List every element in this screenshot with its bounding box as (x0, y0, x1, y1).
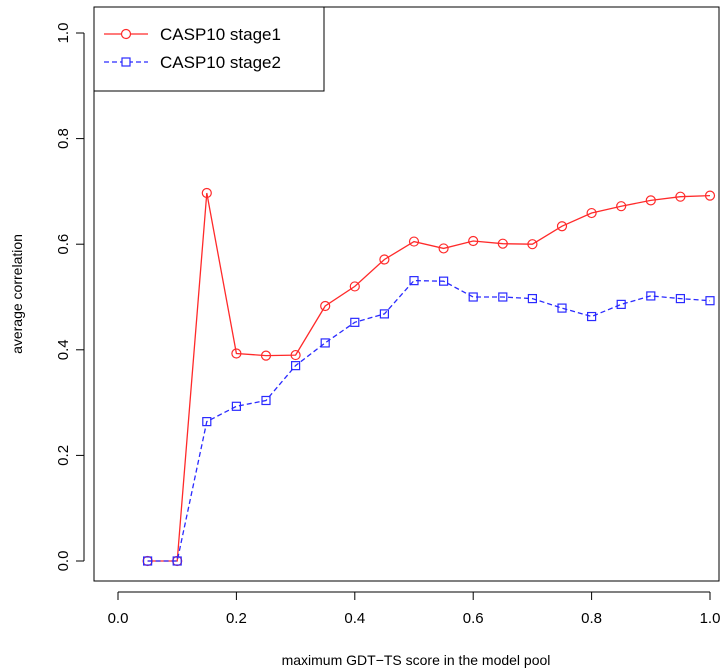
data-point-series-1 (379, 254, 390, 265)
data-point-series-1 (408, 236, 420, 247)
y-tick-label: 0.8 (55, 128, 72, 149)
x-tick-label: 0.6 (463, 610, 484, 627)
data-point-series-1 (586, 207, 597, 219)
data-point-series-1 (704, 190, 716, 201)
y-tick-label: 1.0 (55, 23, 72, 44)
data-point-series-2 (261, 395, 271, 406)
data-point-series-2 (379, 309, 389, 319)
x-tick-label: 0.8 (581, 610, 602, 627)
data-point-series-1 (527, 239, 538, 250)
y-tick-label: 0.6 (55, 234, 72, 255)
data-point-series-1 (231, 348, 242, 359)
x-axis-label: maximum GDT−TS score in the model pool (282, 652, 551, 668)
x-tick-label: 0.2 (226, 610, 247, 627)
y-tick-label: 0.4 (55, 339, 72, 360)
data-point-series-2 (468, 292, 478, 302)
legend-box (93, 6, 325, 92)
data-point-series-1 (645, 195, 656, 206)
data-point-series-1 (260, 350, 272, 361)
x-tick-label: 0.0 (108, 610, 129, 627)
data-point-series-1 (468, 235, 479, 247)
legend-marker-2 (121, 57, 131, 67)
x-tick-label: 1.0 (700, 610, 721, 627)
data-point-series-2 (202, 417, 212, 427)
data-point-series-2 (557, 303, 567, 313)
series-layer (142, 187, 716, 567)
x-tick-label: 0.4 (344, 610, 365, 627)
data-point-series-2 (143, 556, 153, 566)
data-point-series-2 (705, 296, 715, 306)
legend-label-1: CASP10 stage1 (160, 25, 281, 44)
data-point-series-2 (172, 556, 182, 566)
data-point-series-2 (527, 293, 538, 304)
data-point-series-2 (409, 276, 419, 286)
data-point-series-2 (675, 293, 686, 304)
data-point-series-2 (586, 311, 597, 322)
data-point-series-1 (349, 281, 360, 292)
legend: CASP10 stage1 CASP10 stage2 (93, 6, 325, 92)
series-line-1 (147, 192, 711, 562)
data-point-series-1 (438, 243, 449, 254)
data-point-series-2 (231, 401, 241, 411)
data-point-series-1 (675, 191, 686, 202)
legend-label-2: CASP10 stage2 (160, 53, 281, 72)
data-point-series-2 (439, 276, 449, 286)
data-point-series-1 (497, 238, 508, 249)
y-axis-label: average correlation (9, 234, 25, 354)
data-point-series-1 (556, 221, 568, 232)
data-point-series-2 (350, 317, 360, 327)
plot-frame (93, 6, 720, 582)
y-tick-label: 0.2 (55, 445, 72, 466)
series-line-2 (147, 279, 711, 562)
data-point-series-2 (498, 292, 508, 302)
axes: 0.0 0.2 0.4 0.6 0.8 1.0 0.0 0.2 0.4 0.6 0.8 1.0 (55, 23, 720, 627)
data-point-series-1 (320, 300, 331, 312)
y-tick-label: 0.0 (55, 551, 72, 572)
data-point-series-2 (320, 338, 330, 348)
data-point-series-2 (291, 361, 301, 371)
data-point-series-1 (201, 187, 212, 199)
legend-marker-1 (120, 28, 132, 40)
data-point-series-2 (616, 299, 626, 309)
data-point-series-2 (646, 291, 656, 301)
data-point-series-1 (290, 349, 301, 361)
data-point-series-1 (616, 201, 627, 212)
